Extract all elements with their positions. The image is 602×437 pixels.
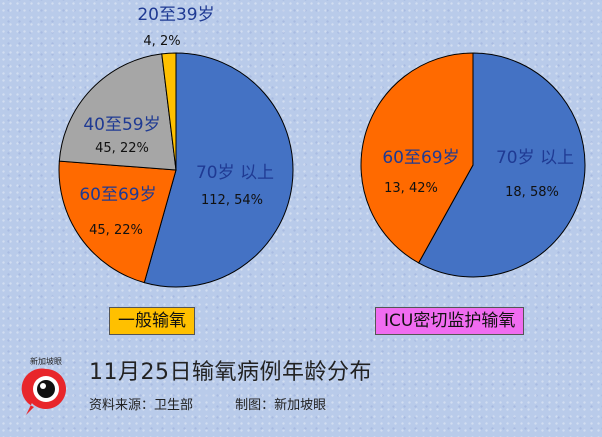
pie2-slice-1-label: 60至69岁 bbox=[382, 148, 459, 168]
source-line: 资料来源：卫生部 制图：新加坡眼 bbox=[89, 394, 364, 413]
pie1-slice-1-label: 60至69岁 bbox=[79, 185, 156, 205]
pie1-slice-2-label: 40至59岁 bbox=[83, 115, 160, 135]
pie2-slice-0-label: 70岁 以上 bbox=[496, 148, 574, 168]
pie1-slice-2-value: 45, 22% bbox=[95, 141, 149, 156]
pie1-slice-2 bbox=[58, 53, 177, 171]
pie1-slice-3-label: 20至39岁 bbox=[137, 5, 214, 25]
pie2-title-box: ICU密切监护输氧 bbox=[375, 307, 525, 335]
pie1-slice-3-value: 4, 2% bbox=[143, 34, 180, 49]
pie2-slice-0-value: 18, 58% bbox=[505, 185, 559, 200]
pie1-slice-1 bbox=[58, 160, 177, 284]
pie1-slice-0-value: 112, 54% bbox=[201, 193, 263, 208]
pie-charts: 70岁 以上 112, 54% 60至69岁 45, 22% 40至59岁 45, 22%… bbox=[58, 5, 586, 288]
pie1-title-box: 一般输氧 bbox=[109, 307, 195, 335]
source-credit: 资料来源：卫生部 bbox=[89, 398, 194, 413]
pie2-slice-1 bbox=[360, 52, 474, 264]
xinjiapoyan-logo: 新加坡眼 bbox=[18, 355, 74, 419]
svg-text:新加坡眼: 新加坡眼 bbox=[30, 356, 62, 366]
pie1-slice-1-value: 45, 22% bbox=[89, 223, 143, 238]
pie1-slice-0 bbox=[143, 52, 294, 288]
pie1-slice-0-label: 70岁 以上 bbox=[196, 163, 274, 183]
chart-credit: 制图：新加坡眼 bbox=[235, 398, 327, 413]
pie1-slice-3 bbox=[161, 52, 177, 171]
pie2-slice-1-value: 13, 42% bbox=[384, 181, 438, 196]
page-title: 11月25日输氧病例年龄分布 bbox=[89, 360, 372, 385]
pie2-slice-0 bbox=[417, 52, 586, 278]
